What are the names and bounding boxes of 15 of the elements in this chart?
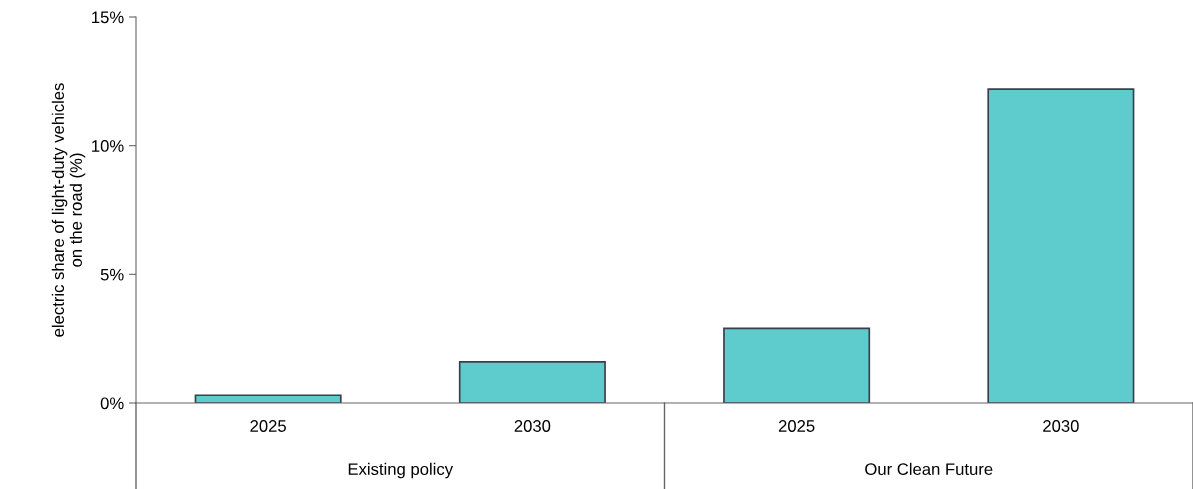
bar	[194, 394, 342, 403]
y-tick-label: 10%	[92, 140, 124, 152]
bar	[458, 360, 606, 403]
x-tick-label: 2025	[778, 420, 815, 432]
bar	[723, 327, 871, 403]
x-tick-label: 2030	[1043, 420, 1079, 432]
y-tick-label: 5%	[100, 268, 124, 281]
text: Existing policy	[348, 462, 454, 479]
y-tick-label: 15%	[92, 11, 124, 24]
x-tick-label: 2025	[250, 420, 286, 432]
x-tick-label: 2030	[514, 420, 551, 432]
bar	[987, 88, 1135, 403]
y-axis-title: electric share of light-duty vehicles on the road (%)	[51, 83, 86, 337]
y-tick-label: 0%	[100, 397, 124, 410]
text: Our Clean Future	[865, 462, 993, 476]
